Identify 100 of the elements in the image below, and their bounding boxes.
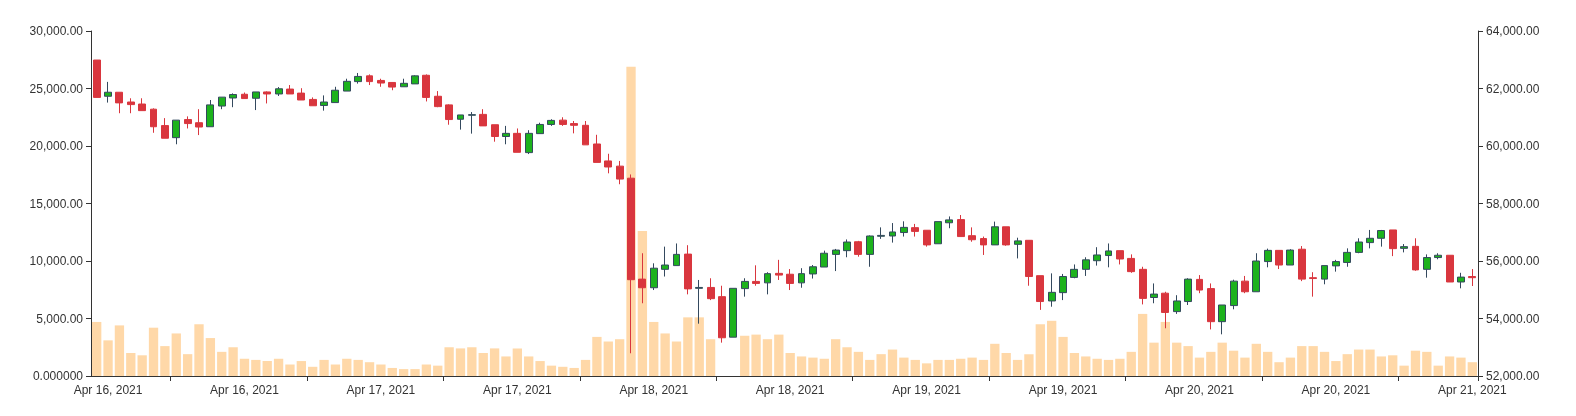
candlestick (491, 124, 499, 143)
candlestick (775, 259, 783, 281)
bar (853, 351, 864, 376)
bar (455, 348, 466, 376)
bar (296, 361, 306, 376)
candlestick (172, 119, 180, 145)
bar (171, 333, 181, 376)
bar (1410, 350, 1421, 376)
bar (114, 325, 125, 376)
candlestick (911, 223, 919, 238)
bar (887, 349, 898, 376)
bar (228, 347, 238, 376)
candlestick (1309, 271, 1317, 298)
bar (1047, 320, 1057, 376)
candlestick (1434, 252, 1442, 260)
bar (614, 339, 625, 376)
candlestick (616, 160, 624, 185)
bar (364, 362, 375, 376)
bar (1399, 365, 1409, 376)
candlestick (275, 86, 283, 97)
candlestick (877, 226, 885, 240)
bar (649, 321, 659, 376)
candlestick (1173, 294, 1181, 315)
bar (1058, 336, 1068, 376)
candlestick (1252, 252, 1260, 293)
candlestick (354, 72, 362, 85)
candlestick (468, 111, 476, 135)
bar (1342, 354, 1352, 376)
candlestick (1196, 274, 1203, 294)
candlestick (729, 287, 737, 338)
bar (569, 367, 579, 376)
bar (1444, 356, 1455, 376)
candlestick (229, 92, 237, 108)
candlestick (684, 244, 692, 295)
candlestick (366, 73, 373, 86)
bar (1081, 356, 1091, 376)
candlestick (286, 84, 294, 95)
candlestick (93, 59, 101, 98)
x-tick-label: Apr 18, 2021 (619, 383, 689, 397)
bar (1115, 358, 1125, 376)
candlestick (661, 246, 669, 278)
candlestick (422, 73, 430, 102)
y2-tick-label: 56,000.00 (1486, 254, 1540, 268)
bar (1137, 313, 1148, 376)
bar (501, 356, 511, 376)
bar (217, 351, 227, 376)
bar (796, 356, 807, 376)
bar (308, 366, 318, 376)
candlestick (843, 238, 851, 258)
candlestick (127, 97, 135, 114)
bar (1308, 346, 1318, 376)
candlestick (1366, 229, 1374, 249)
candlestick (218, 96, 226, 110)
bar (410, 369, 420, 376)
candlestick (604, 153, 612, 174)
bar (1285, 357, 1296, 376)
bar (592, 336, 602, 376)
bar (1319, 351, 1330, 376)
bar (239, 358, 250, 376)
candlestick (309, 96, 317, 107)
bar (1422, 351, 1432, 376)
candlestick (1400, 243, 1408, 253)
bar (1149, 342, 1159, 376)
candlestick (559, 116, 567, 127)
bar (262, 361, 272, 376)
candlestick (1343, 247, 1351, 268)
bar (273, 358, 284, 376)
bar (967, 357, 977, 376)
candlestick (809, 264, 817, 280)
bar (1001, 353, 1011, 376)
candlestick (206, 99, 214, 128)
bar (1263, 351, 1273, 376)
bar (1126, 351, 1136, 376)
bar (546, 365, 557, 376)
bar (1172, 342, 1182, 376)
bar (910, 359, 920, 376)
bar (489, 348, 500, 376)
bar (1240, 357, 1250, 376)
bar (1183, 346, 1193, 376)
candlestick (1036, 275, 1044, 311)
candlestick (798, 267, 805, 289)
bar (876, 354, 886, 376)
candlestick (1412, 237, 1419, 272)
candlestick (331, 86, 339, 104)
bar (1035, 324, 1045, 376)
candlestick (934, 221, 942, 245)
candlestick (673, 242, 680, 267)
bar (1251, 343, 1261, 376)
candlestick (445, 103, 453, 126)
candlestick (1321, 265, 1328, 285)
candlestick (388, 81, 396, 91)
bar (1456, 357, 1466, 376)
candlestick (832, 248, 840, 272)
candlestick (547, 118, 555, 127)
x-tick-label: Apr 17, 2021 (482, 383, 553, 397)
y2-tick-label: 60,000.00 (1486, 139, 1540, 153)
bar (205, 338, 216, 376)
x-tick-label: Apr 19, 2021 (1028, 383, 1098, 397)
bar (194, 324, 204, 376)
bar (819, 358, 829, 376)
